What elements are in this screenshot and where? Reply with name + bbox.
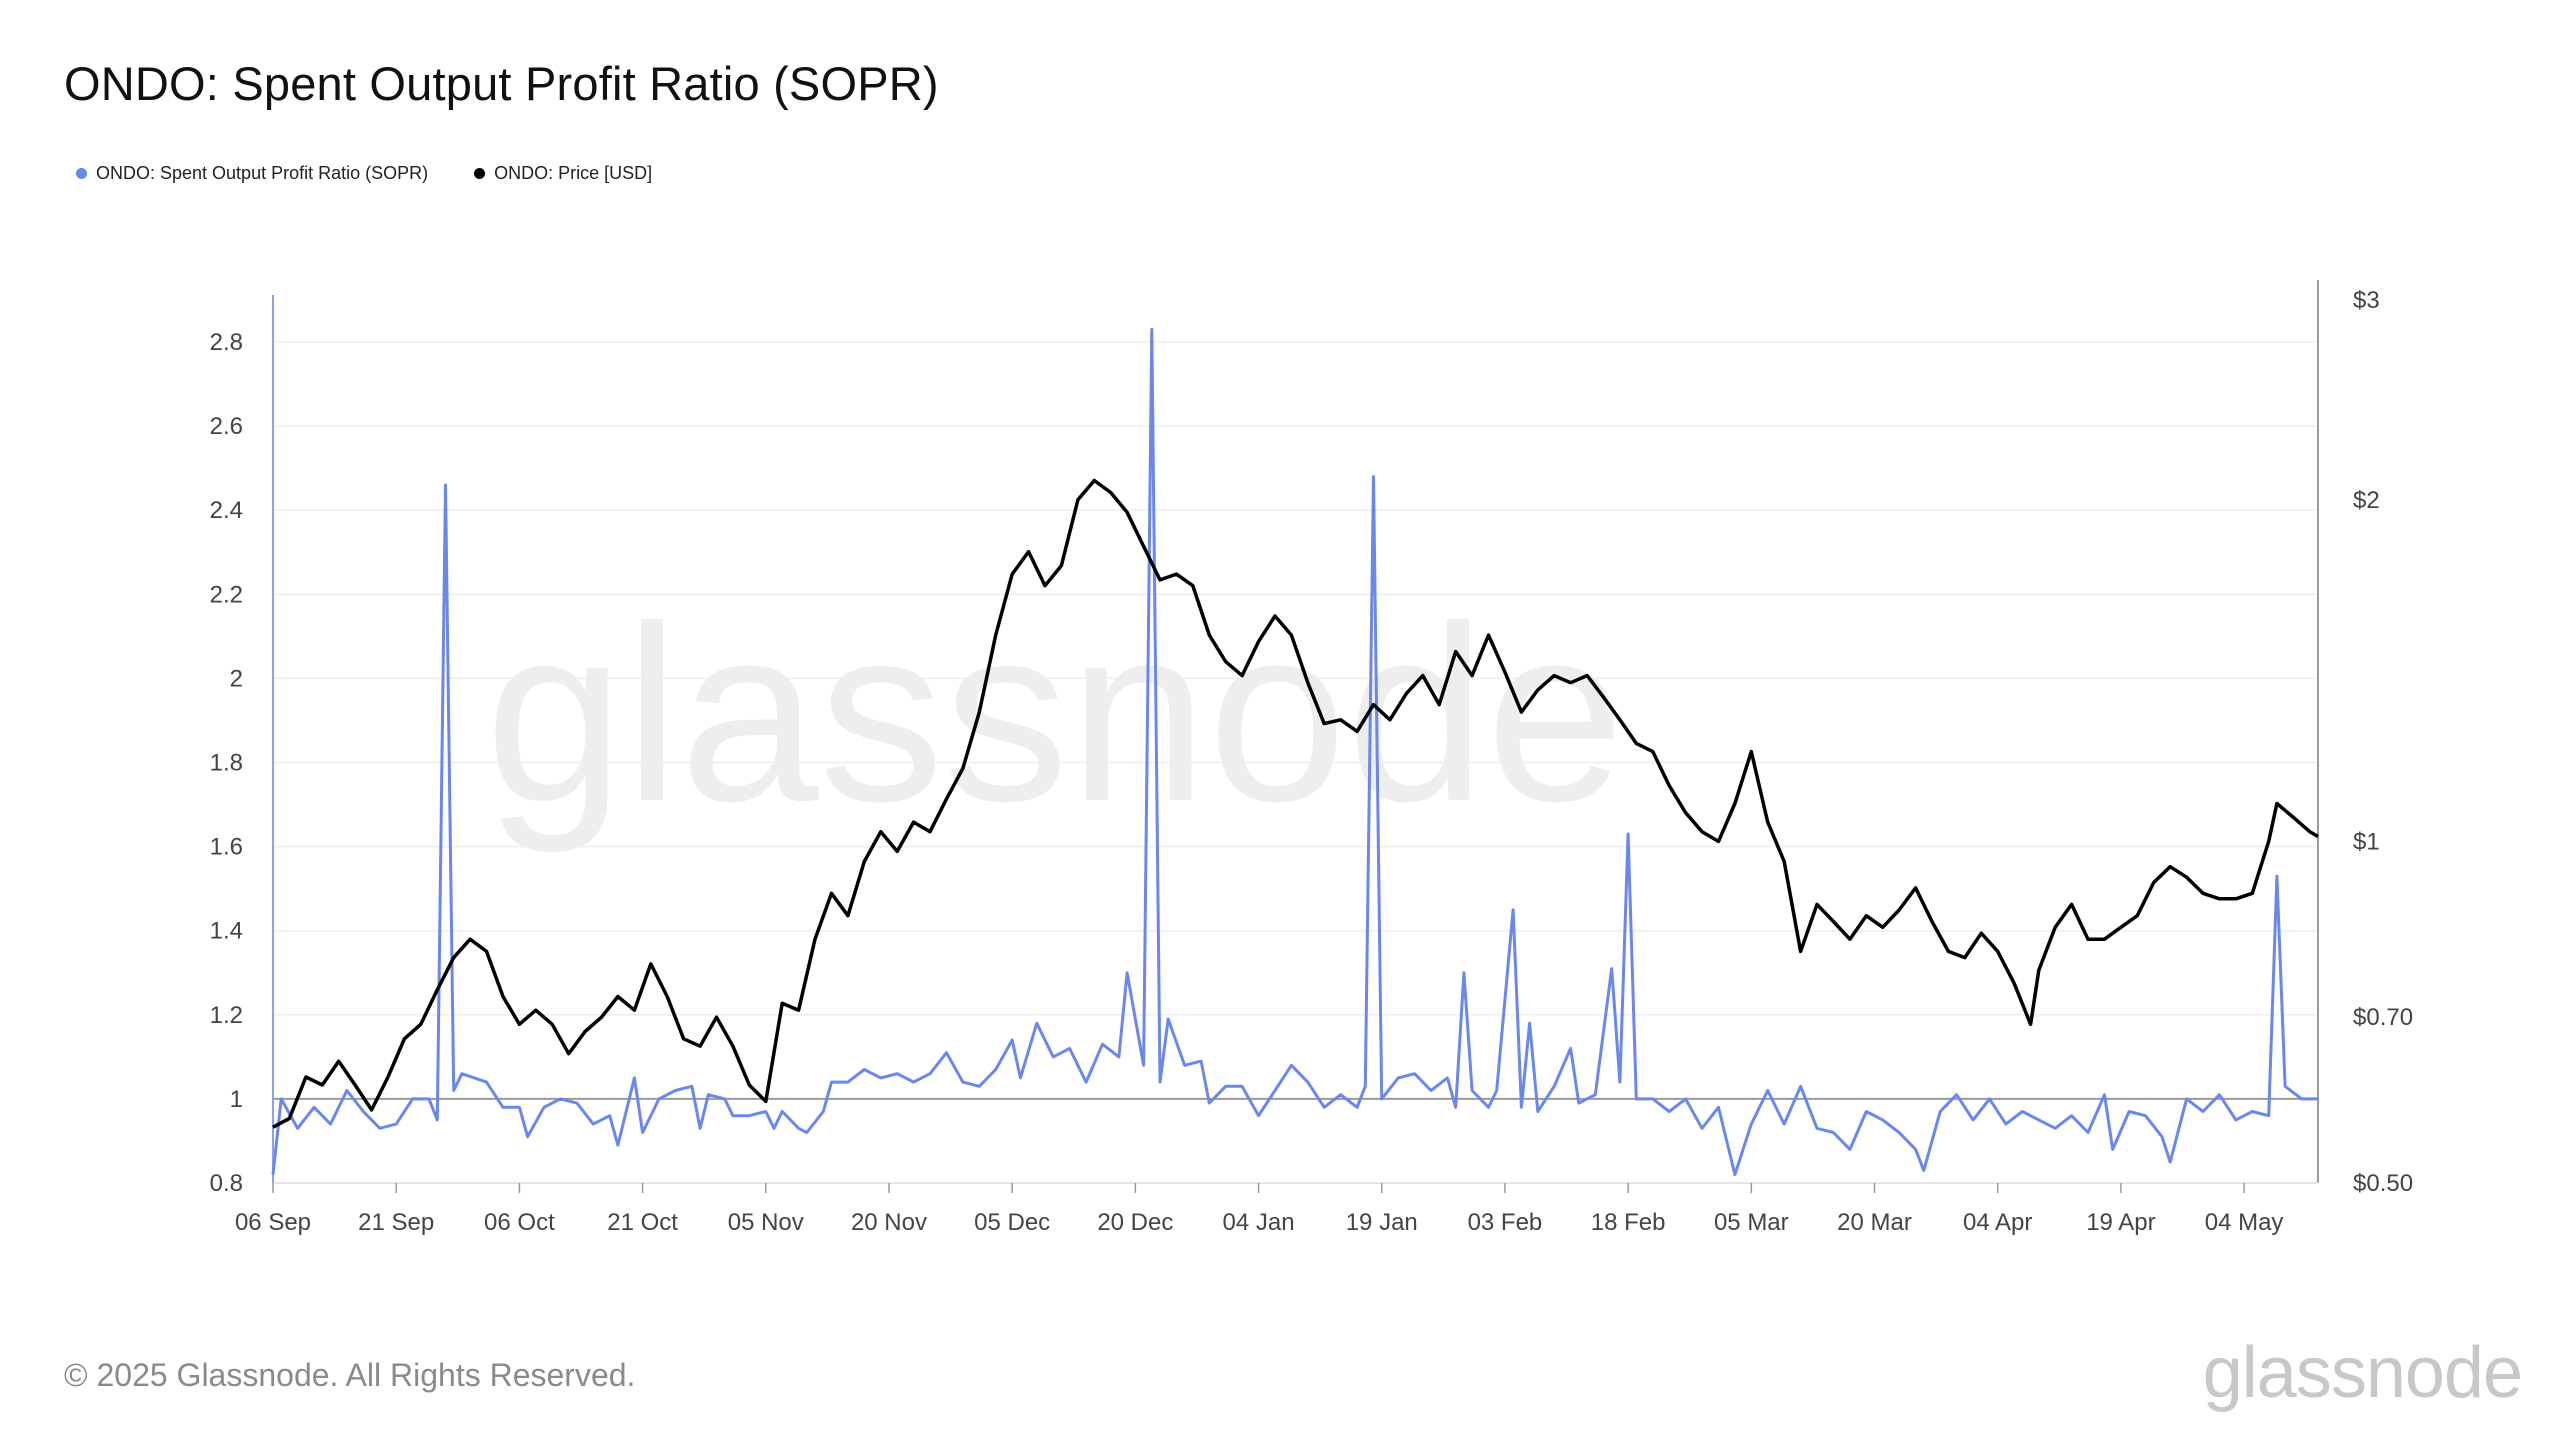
y-left-tick-label: 1.8 [210,750,243,777]
left-axis: 0.8 1 1.2 1.4 1.6 1.8 2 2.2 2.4 2.6 2.8 [210,295,274,1197]
gridlines [273,341,2318,1184]
x-tick-label: 04 Apr [1963,1209,2032,1236]
legend-label-sopr: ONDO: Spent Output Profit Ratio (SOPR) [96,163,429,183]
x-tick-label: 20 Nov [851,1209,927,1236]
y-left-tick-label: 2.2 [210,581,243,608]
legend: ONDO: Spent Output Profit Ratio (SOPR) O… [76,163,652,184]
chart-title: ONDO: Spent Output Profit Ratio (SOPR) [64,57,939,110]
y-left-tick-label: 2.4 [210,497,243,524]
x-tick-label: 20 Dec [1097,1209,1173,1236]
x-tick-label: 20 Mar [1837,1209,1912,1236]
price-series-line [272,478,2319,1129]
y-left-tick-label: 2.6 [210,413,243,440]
legend-item-price[interactable]: ONDO: Price [USD] [474,163,652,184]
x-tick-label: 19 Jan [1346,1209,1418,1236]
x-tick-label: 18 Feb [1591,1209,1666,1236]
x-tick-label: 05 Dec [974,1209,1050,1236]
x-tick-label: 04 May [2205,1209,2284,1236]
y-right-tick-label: $0.50 [2353,1170,2413,1197]
y-left-tick-label: 1.6 [210,834,243,861]
x-tick-label: 19 Apr [2086,1209,2155,1236]
x-tick-label: 06 Sep [235,1209,311,1236]
x-tick-label: 04 Jan [1223,1209,1295,1236]
price-legend-dot [474,168,486,179]
x-axis: 06 Sep 21 Sep 06 Oct 21 Oct 05 Nov 20 Nov 05 D… [235,1182,2318,1236]
legend-label-price: ONDO: Price [USD] [494,163,653,183]
y-left-tick-label: 1 [230,1086,243,1113]
y-right-tick-label: $0.70 [2353,1004,2413,1031]
y-left-tick-label: 2.8 [210,329,243,356]
x-tick-label: 05 Mar [1714,1209,1789,1236]
sopr-series-line [271,327,2318,1177]
legend-item-sopr[interactable]: ONDO: Spent Output Profit Ratio (SOPR) [76,163,428,184]
sopr-legend-dot [76,168,87,179]
glassnode-logo: glassnode [2202,1333,2523,1413]
x-tick-label: 21 Sep [358,1209,434,1236]
y-right-tick-label: $1 [2353,828,2380,855]
watermark: glassnode [485,574,1625,853]
x-tick-label: 06 Oct [484,1209,555,1236]
x-tick-label: 21 Oct [607,1209,678,1236]
series-layer [271,327,2319,1177]
y-right-tick-label: $2 [2353,487,2380,514]
x-tick-label: 05 Nov [728,1209,804,1236]
y-left-tick-label: 2 [230,665,243,692]
y-left-tick-label: 1.4 [210,918,243,945]
y-right-tick-label: $3 [2353,287,2380,314]
y-left-tick-label: 0.8 [210,1170,243,1197]
copyright-footer: © 2025 Glassnode. All Rights Reserved. [64,1357,636,1393]
x-tick-label: 03 Feb [1468,1209,1543,1236]
right-axis: $0.50 $0.70 $1 $2 $3 [2317,280,2413,1197]
y-left-tick-label: 1.2 [210,1002,243,1029]
